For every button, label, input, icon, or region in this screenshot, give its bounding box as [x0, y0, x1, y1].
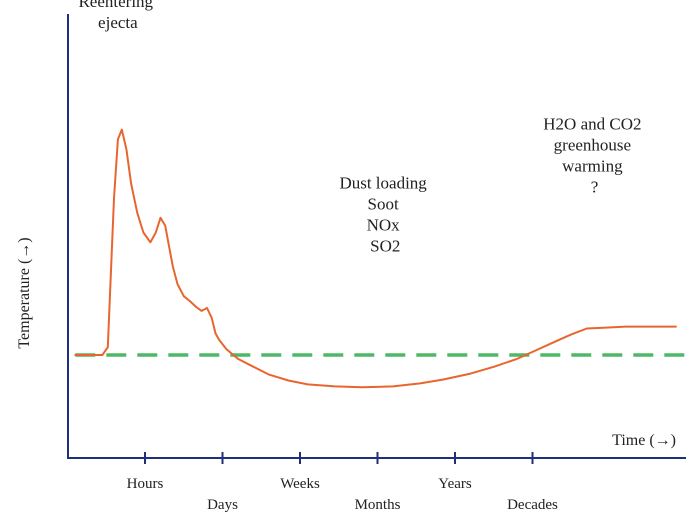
- x-axis-label: Time (→): [612, 432, 676, 449]
- tick-label-years: Years: [438, 476, 472, 492]
- x-ticks: [144, 452, 534, 464]
- annotation-dust-loading: Dust loading Soot NOx SO2: [339, 173, 431, 255]
- annotation-greenhouse-warming: H2O and CO2 greenhouse warming ?: [543, 115, 645, 197]
- annotation-ejecta-line-2: ejecta: [98, 13, 138, 32]
- y-axis-label: Temperature (→): [16, 237, 33, 348]
- tick-label-days: Days: [207, 497, 238, 513]
- annotation-greenhouse-line-4: ?: [591, 178, 599, 197]
- annotation-ejecta-line-1: Reentering: [78, 0, 153, 11]
- tick-label-weeks: Weeks: [280, 476, 320, 492]
- temperature-curve: [74, 128, 677, 389]
- annotation-greenhouse-line-3: warming: [562, 157, 623, 176]
- annotation-dust-line-3: NOx: [367, 215, 401, 234]
- annotation-reentering-ejecta: Reentering ejecta: [78, 0, 157, 32]
- annotation-dust-line-4: SO2: [370, 236, 400, 255]
- annotation-greenhouse-line-1: H2O and CO2: [543, 115, 641, 134]
- annotation-greenhouse-line-2: greenhouse: [554, 136, 631, 155]
- tick-label-hours: Hours: [127, 476, 164, 492]
- annotation-dust-line-2: Soot: [368, 194, 399, 213]
- tick-label-months: Months: [355, 497, 401, 513]
- x-tick-labels: Hours Days Weeks Months Years Decades: [127, 476, 558, 513]
- annotation-dust-line-1: Dust loading: [339, 173, 427, 192]
- tick-label-decades: Decades: [507, 497, 558, 513]
